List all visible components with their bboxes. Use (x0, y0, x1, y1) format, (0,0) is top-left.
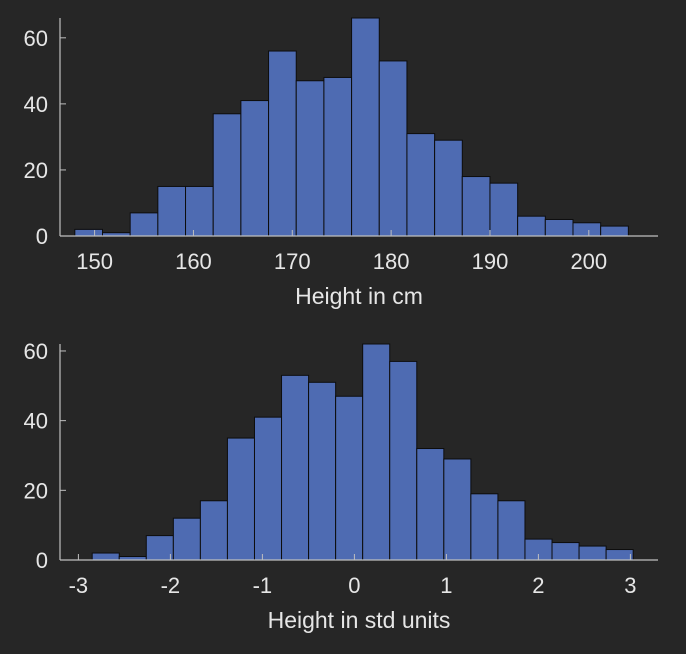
x-tick-label: 1 (440, 573, 452, 598)
histogram-bar (157, 185, 187, 237)
histogram-bar (281, 374, 310, 561)
histogram-bar (551, 542, 580, 561)
histogram-bar (389, 360, 418, 561)
histogram-bar (185, 185, 214, 237)
y-tick-label: 60 (24, 339, 48, 364)
histogram-bar (323, 76, 353, 237)
histogram-bar (605, 549, 634, 561)
histogram-bar (226, 437, 255, 561)
x-tick-label: 180 (373, 249, 410, 274)
histogram-bar (199, 500, 228, 561)
histogram-bar (461, 176, 491, 237)
x-tick-label: 200 (570, 249, 607, 274)
histogram-bar (268, 50, 297, 237)
y-tick-label: 60 (24, 26, 48, 51)
histogram-bar (295, 80, 325, 237)
x-tick-label: 3 (624, 573, 636, 598)
y-tick-label: 40 (24, 92, 48, 117)
histogram-bar (351, 17, 380, 237)
x-tick-label: 160 (175, 249, 212, 274)
x-tick-label: 170 (274, 249, 311, 274)
y-tick-label: 0 (36, 224, 48, 249)
height-cm-histogram: 150 160 170 180 190 200 0 20 40 60 Height in cm (24, 17, 658, 309)
x-tick-label: 190 (472, 249, 509, 274)
histogram-bar (544, 218, 574, 237)
histogram-bar (212, 113, 242, 237)
histogram-bar (74, 228, 104, 237)
histogram-bar (572, 222, 602, 237)
histogram-bar (335, 395, 364, 561)
histogram-bar (470, 493, 499, 561)
histogram-bar (497, 500, 526, 561)
histogram-bar (578, 545, 607, 561)
histogram-bar (378, 60, 408, 237)
histogram-bar (253, 416, 283, 561)
histogram-bar (434, 139, 463, 237)
x-tick-label: 2 (532, 573, 544, 598)
x-axis-label: Height in cm (295, 283, 423, 309)
y-tick-label: 20 (24, 158, 48, 183)
histogram-bar (416, 448, 445, 561)
y-tick-label: 40 (24, 409, 48, 434)
histogram-bar (240, 100, 270, 237)
histogram-bar (489, 182, 519, 237)
x-tick-label: -3 (69, 573, 89, 598)
x-tick-label: -1 (253, 573, 273, 598)
x-tick-label: 0 (348, 573, 360, 598)
histogram-bar (406, 133, 436, 237)
x-tick-label: -2 (161, 573, 181, 598)
histogram-bar (91, 552, 120, 561)
height-std-histogram: -3 -2 -1 0 1 2 3 0 20 40 60 Height in std units (24, 339, 658, 633)
x-tick-label: 150 (76, 249, 113, 274)
y-tick-label: 0 (36, 548, 48, 573)
histogram-bar (129, 212, 159, 237)
histogram-bar (443, 458, 472, 561)
histogram-bar (362, 343, 391, 561)
histogram-bar (308, 381, 337, 561)
histogram-bar (517, 215, 546, 237)
histogram-bar (145, 535, 174, 561)
histogram-bar (172, 517, 201, 561)
y-tick-label: 20 (24, 478, 48, 503)
x-axis-label: Height in std units (268, 607, 451, 633)
histogram-bar (600, 225, 629, 237)
